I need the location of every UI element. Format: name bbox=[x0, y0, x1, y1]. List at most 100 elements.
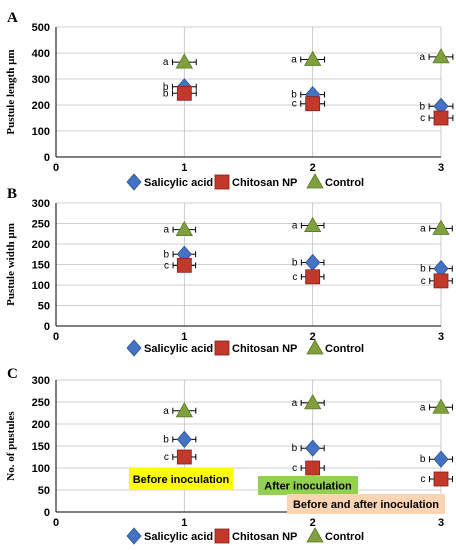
significance-letter: b bbox=[163, 82, 169, 93]
significance-letter: b bbox=[291, 90, 297, 101]
data-point-diamond bbox=[176, 430, 192, 449]
significance-letter: c bbox=[421, 276, 426, 287]
note-box bbox=[258, 476, 358, 495]
significance-letter: b bbox=[420, 101, 426, 112]
data-point-diamond bbox=[433, 450, 449, 468]
y-tick-label: 200 bbox=[32, 100, 50, 112]
y-tick-label: 100 bbox=[32, 280, 50, 292]
significance-letter: a bbox=[292, 398, 298, 409]
y-tick-label: 0 bbox=[44, 321, 50, 333]
x-tick-label: 3 bbox=[438, 331, 444, 343]
significance-letter: c bbox=[420, 474, 425, 485]
significance-letter: c bbox=[292, 272, 297, 283]
legend-label: Chitosan NP bbox=[232, 177, 297, 189]
data-point-square bbox=[433, 471, 449, 487]
significance-letter: b bbox=[420, 454, 426, 465]
y-tick-label: 50 bbox=[38, 301, 50, 313]
data-point-square bbox=[305, 269, 321, 285]
y-tick-label: 100 bbox=[32, 463, 50, 475]
significance-letter: c bbox=[292, 463, 297, 474]
legend-label: Salicylic acid bbox=[144, 177, 213, 189]
significance-letter: a bbox=[163, 225, 169, 236]
data-point-square bbox=[305, 96, 321, 112]
y-tick-label: 300 bbox=[32, 198, 50, 210]
legend-label: Control bbox=[325, 343, 364, 355]
data-point-triangle bbox=[432, 398, 450, 414]
y-tick-label: 150 bbox=[32, 441, 50, 453]
significance-letter: b bbox=[420, 264, 426, 275]
data-point-triangle bbox=[175, 401, 194, 418]
legend: Salicylic acid Chitosan NP Control bbox=[126, 173, 364, 191]
x-tick-label: 2 bbox=[310, 331, 316, 343]
significance-letter: a bbox=[292, 221, 298, 232]
panel-letter: A bbox=[7, 10, 18, 26]
legend-marker-square bbox=[214, 340, 230, 356]
data-point-triangle bbox=[432, 48, 450, 64]
x-tick-label: 1 bbox=[181, 517, 187, 529]
x-tick-label: 0 bbox=[53, 331, 59, 343]
data-point-square bbox=[176, 449, 192, 465]
data-point-triangle bbox=[432, 219, 450, 235]
significance-letter: c bbox=[420, 113, 425, 124]
x-tick-label: 3 bbox=[438, 517, 444, 529]
significance-letter: a bbox=[291, 55, 297, 66]
legend-marker-diamond bbox=[126, 527, 142, 545]
legend-label: Control bbox=[325, 177, 364, 189]
legend-marker-diamond bbox=[126, 173, 142, 191]
x-tick-label: 2 bbox=[310, 517, 316, 529]
legend: Salicylic acid Chitosan NP Control bbox=[126, 527, 364, 545]
y-axis-label: No. of pustules bbox=[5, 411, 17, 481]
y-tick-label: 300 bbox=[32, 74, 50, 86]
y-tick-label: 0 bbox=[44, 152, 50, 164]
data-point-square bbox=[433, 273, 449, 289]
significance-letter: c bbox=[164, 260, 169, 271]
panel-letter: B bbox=[7, 186, 17, 202]
y-tick-label: 0 bbox=[44, 507, 50, 519]
legend-marker-triangle bbox=[306, 339, 324, 355]
legend-label: Chitosan NP bbox=[232, 531, 297, 543]
significance-letter: a bbox=[420, 402, 426, 413]
data-point-diamond bbox=[305, 253, 321, 272]
significance-letter: b bbox=[292, 443, 298, 454]
note-label: Before and after inoculation bbox=[293, 499, 439, 511]
note-box bbox=[129, 468, 233, 490]
data-point-square bbox=[176, 257, 192, 273]
y-tick-label: 200 bbox=[32, 419, 50, 431]
panel-letter: C bbox=[7, 366, 18, 382]
data-point-triangle bbox=[303, 394, 322, 410]
y-tick-label: 250 bbox=[32, 397, 50, 409]
y-axis-label: Pustule length µm bbox=[5, 49, 17, 134]
legend-marker-square bbox=[214, 528, 230, 544]
x-tick-label: 1 bbox=[181, 162, 187, 174]
y-tick-label: 200 bbox=[32, 239, 50, 251]
data-point-triangle bbox=[175, 53, 194, 69]
significance-letter: c bbox=[292, 99, 297, 110]
y-tick-label: 100 bbox=[32, 126, 50, 138]
legend-marker-triangle bbox=[306, 173, 324, 189]
x-tick-label: 1 bbox=[181, 331, 187, 343]
y-tick-label: 300 bbox=[32, 375, 50, 387]
y-tick-label: 150 bbox=[32, 260, 50, 272]
x-tick-label: 2 bbox=[310, 162, 316, 174]
legend: Salicylic acid Chitosan NP Control bbox=[126, 339, 364, 357]
significance-letter: b bbox=[163, 434, 169, 445]
chart-panel-c: C 0 50 100 150 200 250 300 0 1 2 3 No. of pustules b b… bbox=[5, 366, 454, 545]
significance-letter: c bbox=[164, 452, 169, 463]
y-tick-label: 500 bbox=[32, 22, 50, 34]
note-label: Before inoculation bbox=[133, 474, 230, 486]
legend-label: Control bbox=[325, 531, 364, 543]
significance-letter: b bbox=[163, 249, 169, 260]
data-point-triangle bbox=[303, 216, 322, 232]
y-tick-label: 50 bbox=[38, 485, 50, 497]
note-box bbox=[287, 494, 445, 514]
x-tick-label: 3 bbox=[438, 162, 444, 174]
data-point-square bbox=[433, 110, 449, 126]
y-axis-label: Pustule width µm bbox=[5, 223, 17, 306]
inoculation-note: Before inoculation bbox=[129, 468, 233, 490]
significance-letter: b bbox=[292, 257, 298, 268]
legend-label: Salicylic acid bbox=[144, 531, 213, 543]
inoculation-note: Before and after inoculation bbox=[287, 494, 445, 514]
data-point-square bbox=[305, 460, 321, 476]
legend-marker-square bbox=[214, 174, 230, 190]
